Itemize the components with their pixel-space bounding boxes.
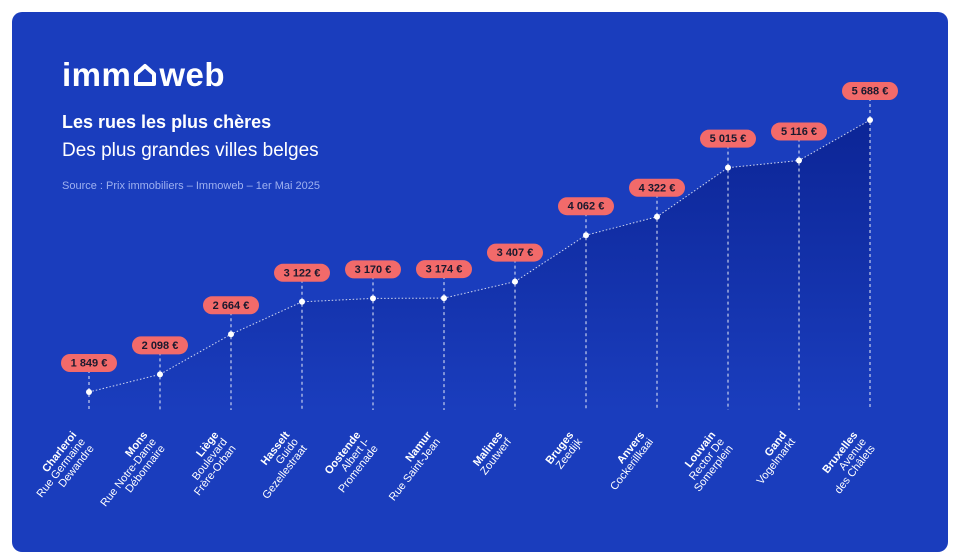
data-label: 1 849 € (71, 358, 108, 370)
value-badge (629, 178, 685, 197)
value-badge (771, 122, 827, 141)
data-point (583, 232, 589, 239)
data-label: 3 122 € (284, 267, 321, 279)
series-line (88, 119, 871, 393)
data-label: 5 688 € (852, 86, 889, 98)
logo-text-suffix: web (159, 56, 226, 93)
data-label: 2 664 € (213, 300, 250, 312)
data-point (725, 164, 731, 171)
data-point (512, 278, 518, 285)
value-badge (274, 263, 330, 282)
data-label: 2 098 € (142, 340, 179, 352)
data-label: 3 170 € (355, 264, 392, 276)
data-label: 4 322 € (639, 182, 676, 194)
house-icon (134, 64, 157, 86)
value-badge (416, 260, 472, 279)
chart-subtitle: Des plus grandes villes belges (62, 140, 319, 161)
value-badge (842, 82, 898, 100)
value-badge (558, 197, 614, 216)
value-badge (700, 129, 756, 148)
data-point (228, 331, 234, 338)
value-badge (203, 296, 259, 315)
data-point (370, 295, 376, 302)
value-badge (61, 354, 117, 372)
data-point (299, 298, 305, 305)
data-label: 3 407 € (497, 247, 534, 259)
data-point (157, 371, 163, 378)
data-point (867, 117, 873, 123)
value-badge (345, 260, 401, 279)
area-fill (89, 120, 870, 410)
logo-text-prefix: imm (62, 56, 132, 93)
data-label: 3 174 € (426, 264, 463, 276)
value-badge (487, 243, 543, 262)
value-badge (132, 336, 188, 355)
source-note: Source : Prix immobiliers – Immoweb – 1e… (62, 180, 320, 192)
chart-title: Les rues les plus chères (62, 112, 272, 132)
data-point (441, 295, 447, 302)
data-point (796, 157, 802, 164)
data-label: 5 116 € (781, 126, 817, 138)
data-label: 4 062 € (568, 201, 605, 213)
data-point (654, 213, 660, 220)
immoweb-logo: imm web (62, 56, 225, 94)
data-point (86, 389, 92, 395)
data-label: 5 015 € (710, 133, 747, 145)
